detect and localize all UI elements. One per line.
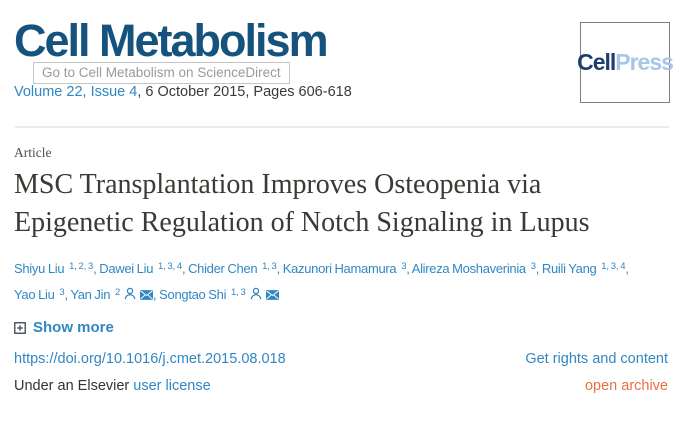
person-icon[interactable]: [250, 287, 262, 300]
journal-header: Cell Metabolism Go to Cell Metabolism on…: [14, 15, 674, 103]
license-prefix: Under an Elsevier: [14, 378, 134, 394]
author-link[interactable]: Shiyu Liu 1, 2, 3: [14, 261, 94, 276]
author-separator: ,: [625, 261, 629, 276]
show-more-button[interactable]: Show more: [14, 318, 670, 338]
volume-date-pages: , 6 October 2015, Pages 606-618: [137, 84, 352, 100]
volume-issue-link[interactable]: Volume 22, Issue 4: [14, 84, 138, 100]
author-link[interactable]: Yan Jin 2: [70, 287, 154, 302]
user-license-link[interactable]: user license: [133, 378, 211, 394]
show-more-label: Show more: [33, 319, 114, 336]
rights-and-content-link[interactable]: Get rights and content: [525, 351, 668, 367]
author-separator: ,: [535, 261, 542, 276]
journal-logo-link[interactable]: Cell Metabolism Go to Cell Metabolism on…: [14, 15, 329, 84]
author-link[interactable]: Songtao Shi 1, 3: [159, 287, 279, 302]
author-separator: ,: [406, 261, 412, 276]
article-type-label: Article: [14, 145, 52, 160]
expand-plus-icon: [14, 322, 26, 334]
license-row: Under an Elsevier user license open arch…: [14, 377, 668, 395]
person-icon[interactable]: [124, 287, 136, 300]
doi-rights-row: https://doi.org/10.1016/j.cmet.2015.08.0…: [14, 350, 668, 368]
header-divider: [15, 126, 669, 128]
cellpress-press-text: Press: [615, 49, 674, 75]
author-separator: ,: [93, 261, 100, 276]
envelope-icon[interactable]: [140, 290, 154, 300]
author-link[interactable]: Chider Chen 1, 3: [188, 261, 277, 276]
doi-link[interactable]: https://doi.org/10.1016/j.cmet.2015.08.0…: [14, 351, 286, 367]
author-link[interactable]: Alireza Moshaverinia 3: [411, 261, 536, 276]
journal-logo-text: Cell Metabolism: [14, 15, 329, 66]
author-link[interactable]: Dawei Liu 1, 3, 4: [99, 261, 182, 276]
open-archive-link[interactable]: open archive: [584, 378, 668, 394]
envelope-icon[interactable]: [265, 290, 279, 300]
author-separator: ,: [181, 261, 189, 276]
cellpress-cell-text: Cell: [577, 49, 616, 75]
volume-issue-line: Volume 22, Issue 4, 6 October 2015, Page…: [14, 82, 670, 102]
author-separator: ,: [64, 287, 71, 302]
article-title: MSC Transplantation Improves Osteopenia …: [14, 169, 590, 238]
license-text: Under an Elsevier user license: [14, 377, 211, 395]
cellpress-logo[interactable]: CellPress: [577, 22, 674, 103]
author-link[interactable]: Kazunori Hamamura 3: [282, 261, 407, 276]
author-list: Shiyu Liu 1, 2, 3, Dawei Liu 1, 3, 4, Ch…: [14, 255, 670, 307]
cellpress-logo-text: CellPress: [577, 49, 674, 75]
author-link[interactable]: Ruili Yang 1, 3, 4: [541, 261, 626, 276]
author-link[interactable]: Yao Liu 3: [14, 287, 65, 302]
logo-tooltip: Go to Cell Metabolism on ScienceDirect: [33, 62, 290, 84]
author-separator: ,: [153, 287, 160, 302]
author-separator: ,: [276, 261, 283, 276]
